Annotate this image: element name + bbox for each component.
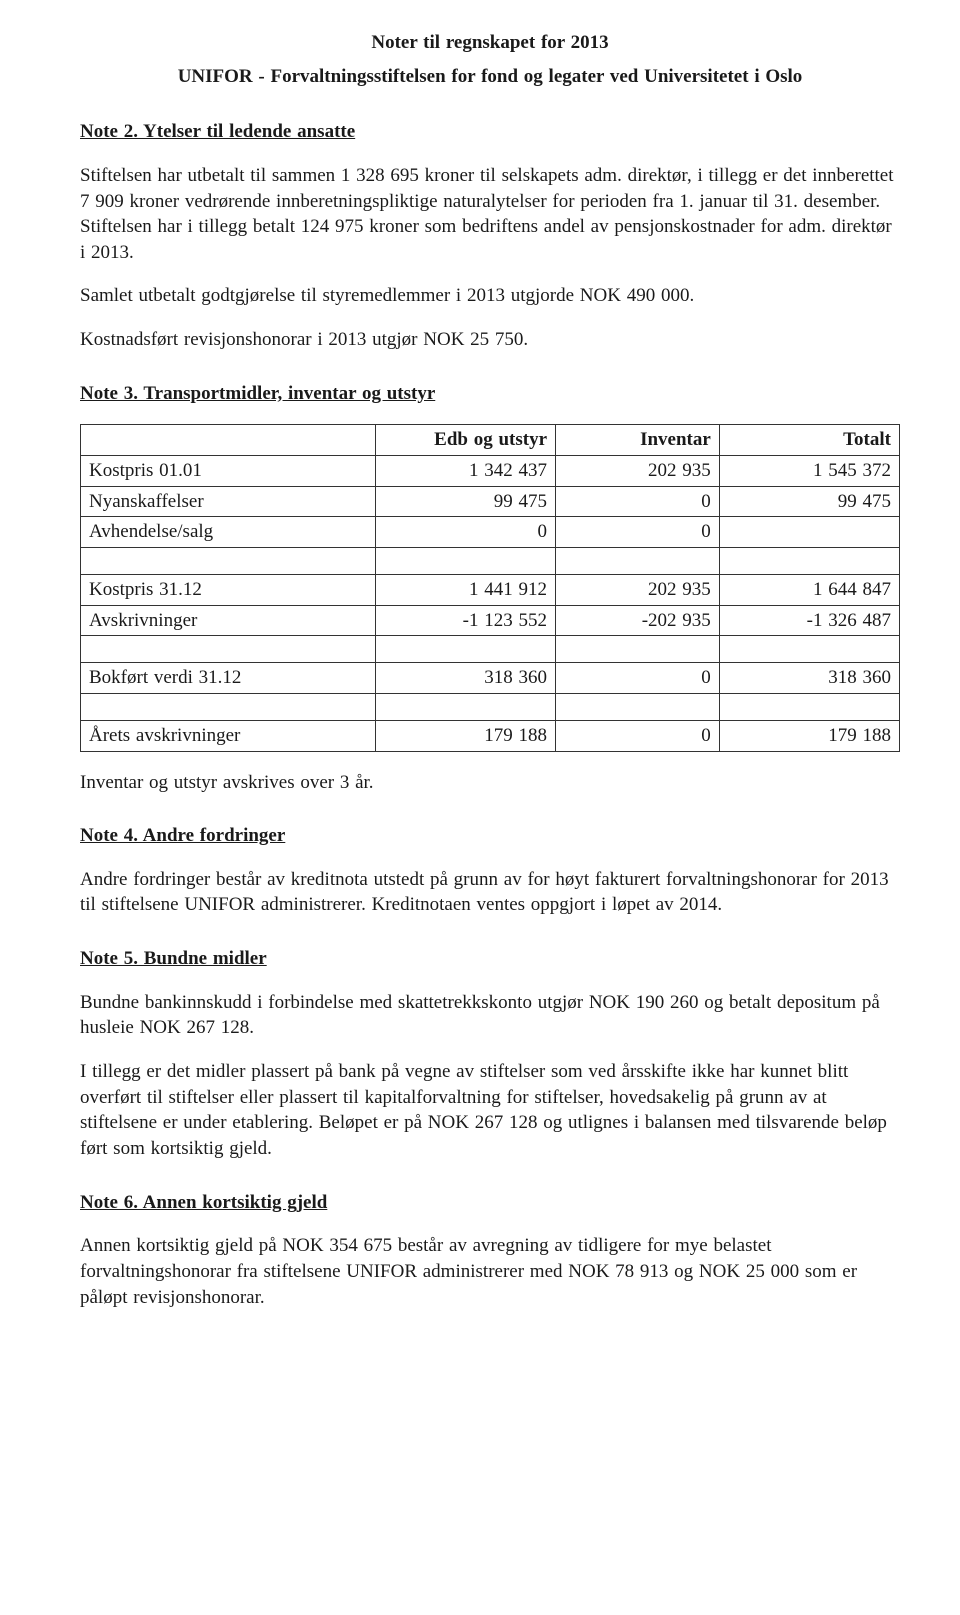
cell-label: Kostpris 01.01 [81, 456, 376, 487]
cell-c2: 0 [556, 720, 720, 751]
doc-title-2: UNIFOR - Forvaltningsstiftelsen for fond… [80, 64, 900, 90]
doc-title-1: Noter til regnskapet for 2013 [80, 30, 900, 56]
cell-c3 [719, 517, 899, 548]
cell-label: Kostpris 31.12 [81, 574, 376, 605]
table-row: Årets avskrivninger 179 188 0 179 188 [81, 720, 900, 751]
cell-c2: 0 [556, 517, 720, 548]
table-spacer-row [81, 547, 900, 574]
cell-c2: 0 [556, 486, 720, 517]
cell-c1: 1 441 912 [375, 574, 555, 605]
cell-label: Nyanskaffelser [81, 486, 376, 517]
cell-c3: 179 188 [719, 720, 899, 751]
th-inventar: Inventar [556, 425, 720, 456]
cell-c3: -1 326 487 [719, 605, 899, 636]
note2-para3: Kostnadsført revisjonshonorar i 2013 utg… [80, 327, 900, 353]
note4-heading: Note 4. Andre fordringer [80, 823, 900, 849]
table-header-row: Edb og utstyr Inventar Totalt [81, 425, 900, 456]
table-row: Avskrivninger -1 123 552 -202 935 -1 326… [81, 605, 900, 636]
note4-para1: Andre fordringer består av kreditnota ut… [80, 867, 900, 918]
th-totalt: Totalt [719, 425, 899, 456]
table-row: Bokført verdi 31.12 318 360 0 318 360 [81, 663, 900, 694]
note3-table: Edb og utstyr Inventar Totalt Kostpris 0… [80, 424, 900, 751]
cell-c3: 99 475 [719, 486, 899, 517]
th-edb: Edb og utstyr [375, 425, 555, 456]
cell-label: Årets avskrivninger [81, 720, 376, 751]
cell-c2: 202 935 [556, 574, 720, 605]
note5-para1: Bundne bankinnskudd i forbindelse med sk… [80, 990, 900, 1041]
table-row: Nyanskaffelser 99 475 0 99 475 [81, 486, 900, 517]
cell-c3: 318 360 [719, 663, 899, 694]
note2-heading: Note 2. Ytelser til ledende ansatte [80, 119, 900, 145]
cell-label: Bokført verdi 31.12 [81, 663, 376, 694]
cell-c2: -202 935 [556, 605, 720, 636]
table-spacer-row [81, 693, 900, 720]
note6-para1: Annen kortsiktig gjeld på NOK 354 675 be… [80, 1233, 900, 1310]
cell-c2: 202 935 [556, 456, 720, 487]
table-row: Avhendelse/salg 0 0 [81, 517, 900, 548]
cell-label: Avskrivninger [81, 605, 376, 636]
table-row: Kostpris 01.01 1 342 437 202 935 1 545 3… [81, 456, 900, 487]
cell-c3: 1 545 372 [719, 456, 899, 487]
cell-c2: 0 [556, 663, 720, 694]
note2-para1: Stiftelsen har utbetalt til sammen 1 328… [80, 163, 900, 266]
cell-c1: 1 342 437 [375, 456, 555, 487]
cell-c1: -1 123 552 [375, 605, 555, 636]
table-spacer-row [81, 636, 900, 663]
cell-label: Avhendelse/salg [81, 517, 376, 548]
table-row: Kostpris 31.12 1 441 912 202 935 1 644 8… [81, 574, 900, 605]
note5-para2: I tillegg er det midler plassert på bank… [80, 1059, 900, 1162]
note3-after: Inventar og utstyr avskrives over 3 år. [80, 770, 900, 796]
document-page: Noter til regnskapet for 2013 UNIFOR - F… [0, 0, 960, 1615]
cell-c1: 99 475 [375, 486, 555, 517]
note2-para2: Samlet utbetalt godtgjørelse til styreme… [80, 283, 900, 309]
cell-c1: 318 360 [375, 663, 555, 694]
th-blank [81, 425, 376, 456]
note5-heading: Note 5. Bundne midler [80, 946, 900, 972]
note6-heading: Note 6. Annen kortsiktig gjeld [80, 1190, 900, 1216]
note3-heading: Note 3. Transportmidler, inventar og uts… [80, 381, 900, 407]
cell-c1: 0 [375, 517, 555, 548]
cell-c3: 1 644 847 [719, 574, 899, 605]
cell-c1: 179 188 [375, 720, 555, 751]
